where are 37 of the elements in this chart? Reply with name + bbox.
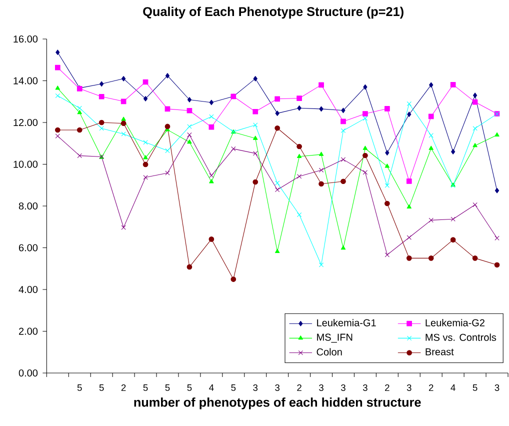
y-tick-label: 4.00 bbox=[18, 286, 38, 294]
legend-label: Leukemia-G2 bbox=[426, 318, 484, 326]
x-tick-label: 5 bbox=[143, 384, 148, 391]
x-tick-label: 3 bbox=[406, 384, 412, 391]
x-tick-label: 3 bbox=[275, 384, 280, 391]
y-tick-label: 2.00 bbox=[19, 328, 38, 335]
legend-label: MS_IFN bbox=[317, 334, 352, 343]
x-tick-label: 3 bbox=[362, 384, 368, 391]
y-tick-label: 6.00 bbox=[19, 244, 38, 252]
x-tick-label: 5 bbox=[77, 384, 82, 391]
x-tick-label: 2 bbox=[428, 384, 434, 391]
y-tick-label: 14.00 bbox=[14, 77, 38, 84]
legend-label: MS vs. Controls bbox=[426, 334, 496, 341]
x-tick-label: 4 bbox=[209, 384, 214, 391]
y-tick-label: 16.00 bbox=[14, 35, 38, 43]
x-tick-label: 3 bbox=[253, 384, 258, 391]
x-tick-label: 5 bbox=[187, 384, 192, 391]
x-tick-label: 3 bbox=[494, 384, 500, 391]
x-tick-label: 3 bbox=[341, 384, 346, 391]
x-tick-label: 3 bbox=[319, 384, 324, 391]
x-tick-label: 5 bbox=[231, 384, 236, 391]
x-tick-label: 2 bbox=[385, 384, 390, 391]
x-tick-label: 5 bbox=[99, 384, 104, 391]
x-axis-title: number of phenotypes of each hidden structure bbox=[134, 397, 421, 410]
x-tick-label: 5 bbox=[472, 384, 478, 391]
legend-label: Leukemia-G1 bbox=[317, 318, 376, 326]
y-tick-label: 8.00 bbox=[18, 202, 38, 210]
legend-label: Colon bbox=[316, 348, 342, 356]
y-tick-label: 12.00 bbox=[14, 118, 38, 126]
x-tick-label: 5 bbox=[165, 384, 170, 391]
x-tick-label: 4 bbox=[450, 384, 456, 391]
legend-label: Breast bbox=[426, 348, 454, 356]
y-tick-label: 0.00 bbox=[18, 369, 38, 377]
x-tick-label: 2 bbox=[121, 384, 126, 391]
chart-title: Quality of Each Phenotype Structure (p=21) bbox=[143, 6, 404, 19]
y-tick-label: 10.00 bbox=[14, 160, 38, 168]
x-tick-label: 2 bbox=[297, 384, 302, 391]
